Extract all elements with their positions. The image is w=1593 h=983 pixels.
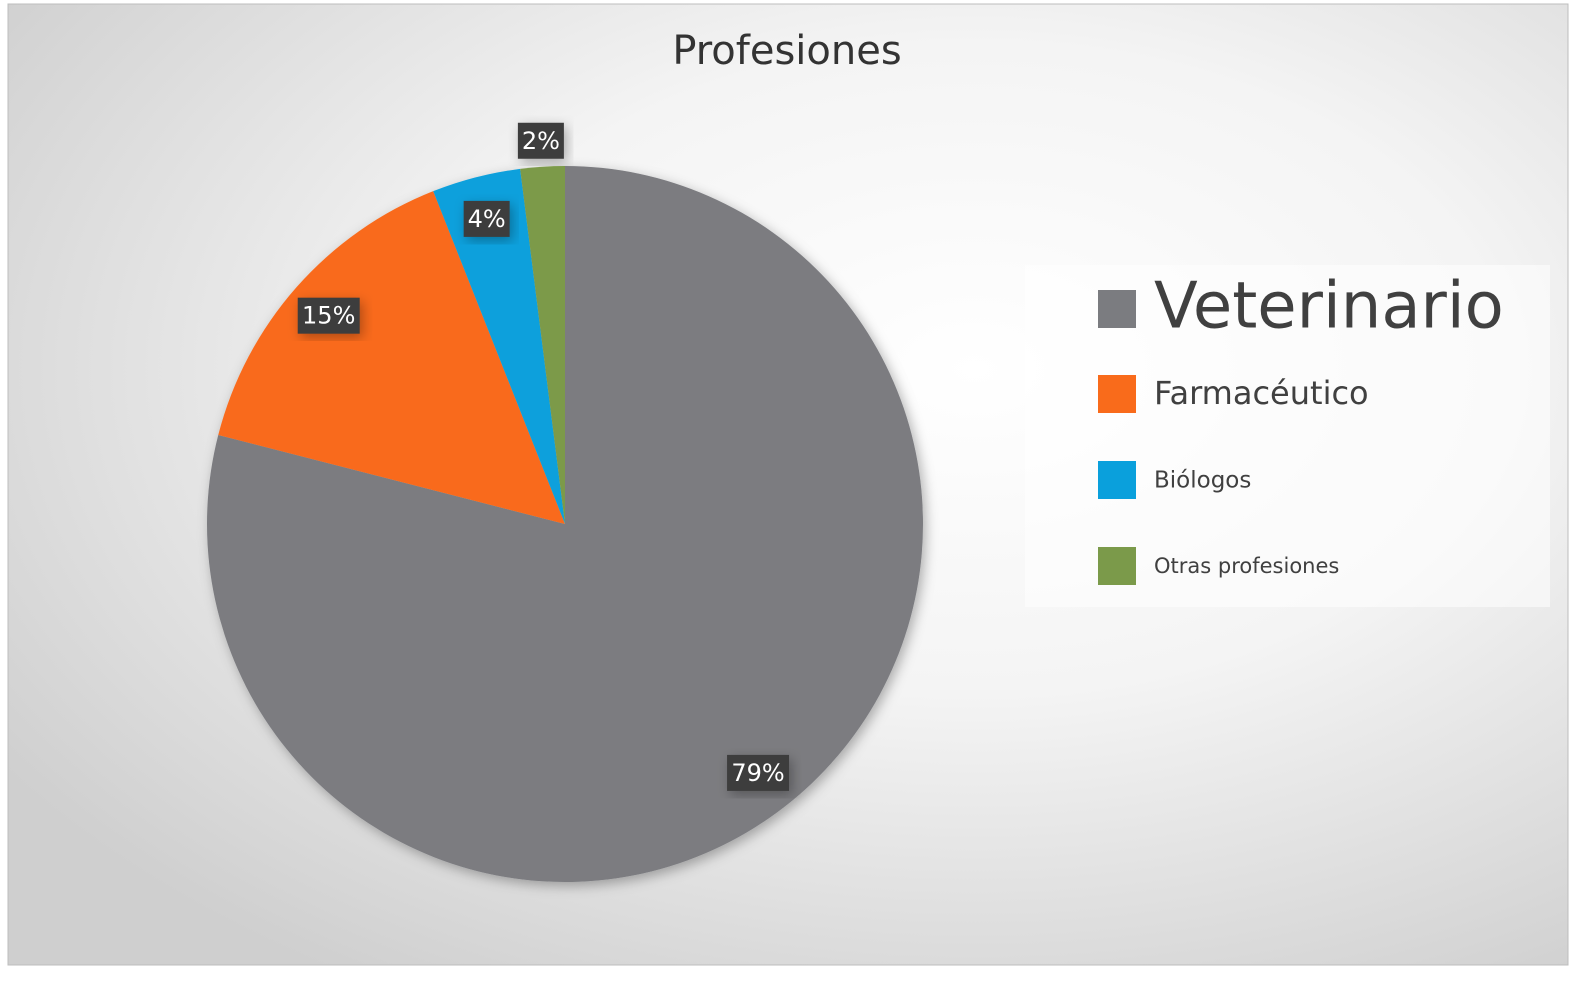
legend-swatch <box>1098 461 1136 499</box>
data-label: 2% <box>522 127 560 155</box>
legend-label: Biólogos <box>1154 468 1251 494</box>
data-label-box <box>463 200 510 237</box>
legend-label: Otras profesiones <box>1154 554 1339 578</box>
legend-label: Farmacéutico <box>1154 374 1369 412</box>
data-label: 15% <box>302 302 355 330</box>
legend-swatch <box>1098 375 1136 413</box>
data-label-box <box>297 297 360 334</box>
data-label-box <box>727 754 790 791</box>
pie-slice <box>433 168 565 524</box>
data-label: 4% <box>468 205 506 233</box>
chart-title: Profesiones <box>672 28 901 74</box>
data-label: 79% <box>731 759 784 787</box>
pie-slice <box>218 191 565 524</box>
pie-slice <box>520 166 565 524</box>
legend-swatch <box>1098 547 1136 585</box>
pie <box>207 166 924 882</box>
data-label-box <box>517 122 564 159</box>
legend-swatch <box>1098 290 1136 328</box>
legend-label: Veterinario <box>1154 270 1504 344</box>
